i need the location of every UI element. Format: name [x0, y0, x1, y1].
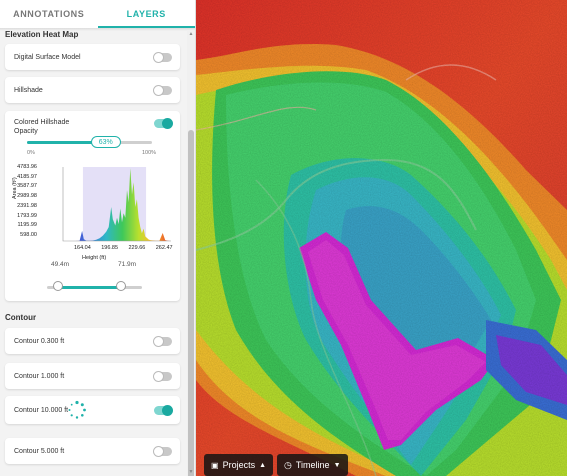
hillshade-toggle[interactable] — [153, 85, 172, 96]
contour-toggle[interactable] — [153, 371, 172, 382]
caret-up-icon: ▲ — [259, 461, 267, 469]
contour-label: Contour 0.300 ft — [14, 338, 65, 345]
hillshade-layer-label: Hillshade — [14, 87, 43, 94]
scroll-up-icon[interactable]: ▲ — [188, 31, 194, 37]
height-range-high-handle[interactable] — [116, 281, 127, 291]
y-tick-label: 2391.98 — [17, 202, 37, 209]
contour-row: Contour 10.000 ft — [5, 396, 180, 424]
colored-hillshade-card: Colored Hillshade Opacity 63% 0% 100% Ar… — [5, 111, 180, 301]
y-tick-label: 598.00 — [20, 232, 37, 238]
contour-label: Contour 1.000 ft — [14, 373, 65, 380]
tab-annotations[interactable]: ANNOTATIONS — [13, 9, 85, 19]
height-range-low-handle[interactable] — [53, 281, 64, 291]
y-tick-label: 3587.97 — [17, 183, 37, 190]
caret-down-icon: ▼ — [333, 461, 341, 469]
height-range-slider[interactable] — [47, 286, 142, 289]
map-bottom-bar: ▣ Projects ▲ ◷ Timeline ▼ — [204, 454, 348, 476]
layers-scroll-area: Elevation Heat Map Digital Surface Model… — [0, 30, 187, 476]
dsm-layer-row: Digital Surface Model — [5, 44, 180, 70]
tabs-divider — [0, 28, 195, 31]
opacity-slider-fill — [27, 141, 106, 144]
elevation-histogram: Area (ft²) 4783.96 4185.97 3587.97 2989.98 2… — [5, 163, 180, 273]
histogram-area — [63, 168, 171, 241]
height-range-fill — [58, 286, 122, 289]
x-tick-label: 196.85 — [101, 245, 119, 251]
scroll-down-icon[interactable]: ▼ — [188, 469, 194, 475]
contour-row: Contour 0.300 ft — [5, 328, 180, 354]
scrollbar-thumb[interactable] — [188, 130, 194, 476]
contour-toggle[interactable] — [154, 405, 173, 416]
loading-spinner-icon — [68, 400, 86, 419]
opacity-min-label: 0% — [27, 150, 35, 156]
panel-tabs: ANNOTATIONS LAYERS — [0, 0, 195, 28]
opacity-label: Opacity — [14, 128, 38, 135]
histogram-x-label: Height (ft) — [82, 255, 107, 261]
range-low-label: 49.4m — [51, 261, 70, 268]
contour-label: Contour 5.000 ft — [14, 448, 65, 455]
hillshade-layer-row: Hillshade — [5, 77, 180, 103]
histogram-plot — [62, 167, 171, 242]
contour-toggle[interactable] — [153, 336, 172, 347]
elevation-section-title: Elevation Heat Map — [5, 30, 79, 39]
colored-hillshade-toggle[interactable] — [154, 118, 173, 129]
projects-label: Projects — [222, 460, 256, 470]
y-tick-label: 4783.96 — [17, 164, 37, 170]
colored-hillshade-label: Colored Hillshade — [14, 119, 70, 126]
x-tick-label: 262.47 — [155, 245, 173, 251]
dsm-toggle[interactable] — [153, 52, 172, 63]
clock-icon: ◷ — [284, 459, 292, 470]
projects-icon: ▣ — [211, 460, 219, 470]
contour-row: Contour 1.000 ft — [5, 363, 180, 389]
histogram-axes — [62, 167, 171, 242]
opacity-value-bubble[interactable]: 63% — [90, 136, 121, 148]
contour-toggle[interactable] — [153, 446, 172, 457]
contour-label: Contour 10.000 ft — [14, 407, 69, 414]
timeline-label: Timeline — [295, 460, 330, 470]
panel-scrollbar[interactable]: ▲ ▼ — [187, 30, 195, 476]
layers-panel: ANNOTATIONS LAYERS Elevation Heat Map Di… — [0, 0, 196, 476]
y-tick-label: 1195.99 — [17, 222, 37, 229]
x-tick-label: 164.04 — [73, 245, 91, 251]
y-tick-label: 1793.99 — [17, 212, 37, 219]
tab-layers[interactable]: LAYERS — [97, 0, 196, 28]
timeline-button[interactable]: ◷ Timeline ▼ — [277, 454, 348, 476]
elevation-map[interactable] — [196, 0, 567, 476]
elevation-heatmap-image — [196, 0, 567, 476]
projects-button[interactable]: ▣ Projects ▲ — [204, 454, 274, 476]
opacity-slider[interactable] — [27, 141, 152, 144]
dsm-layer-label: Digital Surface Model — [14, 54, 81, 61]
contour-row: Contour 5.000 ft — [5, 438, 180, 464]
range-high-label: 71.9m — [118, 261, 137, 268]
contour-section-title: Contour — [5, 313, 37, 322]
y-tick-label: 4185.97 — [17, 173, 37, 180]
x-tick-label: 229.66 — [128, 245, 146, 251]
y-tick-label: 2989.98 — [17, 193, 37, 200]
opacity-max-label: 100% — [142, 150, 157, 156]
